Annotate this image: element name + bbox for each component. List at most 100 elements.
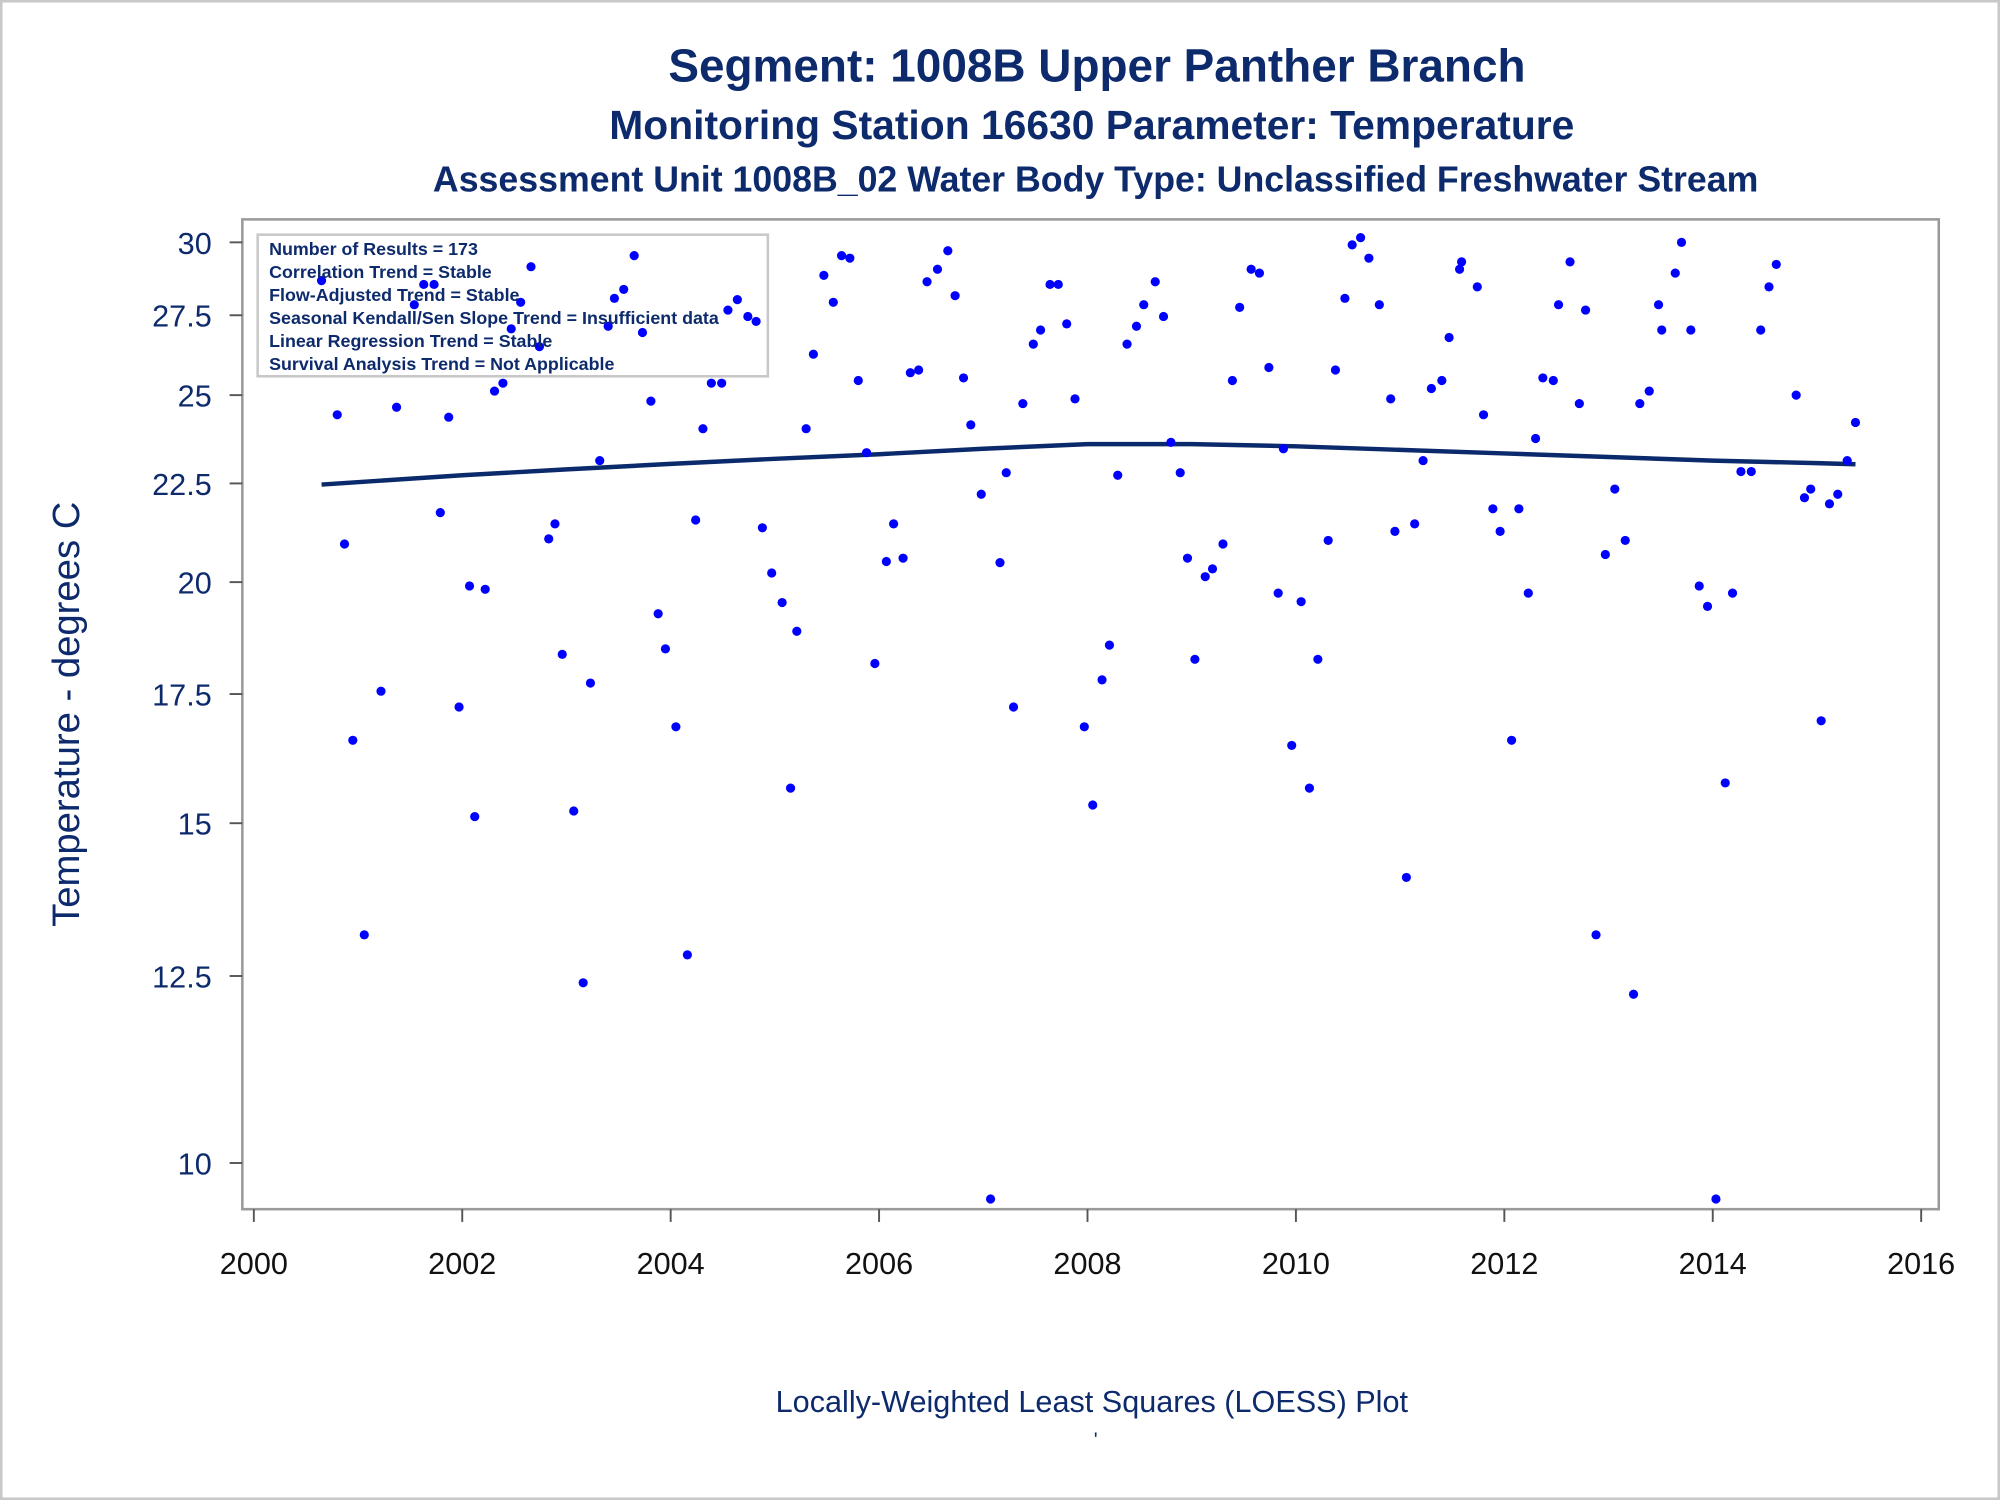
data-point xyxy=(1175,468,1185,478)
y-tick-label: 20 xyxy=(178,567,212,601)
x-tick-label: 2004 xyxy=(637,1247,705,1281)
data-point xyxy=(1062,319,1072,329)
data-point xyxy=(1254,268,1265,278)
data-point xyxy=(777,597,787,608)
legend-line: Linear Regression Trend = Stable xyxy=(269,331,552,351)
data-point xyxy=(691,515,701,525)
data-point xyxy=(480,584,490,594)
data-point xyxy=(1454,264,1465,274)
data-point xyxy=(359,930,369,940)
data-point xyxy=(943,246,953,256)
data-point xyxy=(767,568,777,578)
data-point xyxy=(870,658,880,669)
data-point xyxy=(932,264,943,274)
data-point xyxy=(489,386,500,396)
data-point xyxy=(1736,466,1746,477)
data-point xyxy=(1711,1194,1721,1204)
data-point xyxy=(1410,519,1420,529)
data-point xyxy=(1287,740,1297,751)
data-point xyxy=(976,489,986,499)
data-point xyxy=(534,342,545,352)
data-point xyxy=(757,523,767,533)
data-point xyxy=(905,368,915,378)
data-point xyxy=(1580,305,1591,315)
data-point xyxy=(1799,493,1810,503)
data-point xyxy=(1386,394,1396,404)
data-point xyxy=(1495,526,1505,536)
data-point xyxy=(914,365,924,375)
data-point xyxy=(1278,444,1289,454)
data-point xyxy=(732,295,742,305)
legend-box xyxy=(256,233,770,378)
data-point xyxy=(1756,325,1766,335)
data-point xyxy=(464,581,475,591)
data-point xyxy=(1313,654,1323,664)
data-point xyxy=(1764,282,1774,292)
data-point xyxy=(1457,257,1467,267)
data-point xyxy=(569,806,579,816)
data-point xyxy=(1104,640,1115,650)
data-point xyxy=(1635,398,1645,409)
x-tick-label: 2000 xyxy=(220,1247,288,1281)
y-tick-label: 27.5 xyxy=(152,300,212,334)
data-point xyxy=(332,410,342,420)
data-point xyxy=(1304,783,1315,793)
data-point xyxy=(1610,484,1620,494)
data-point xyxy=(1182,553,1193,563)
legend-line: Number of Results = 173 xyxy=(269,239,478,259)
data-point xyxy=(1628,989,1639,999)
data-point xyxy=(1113,470,1123,480)
data-point xyxy=(706,378,716,388)
data-point xyxy=(881,556,891,567)
data-point xyxy=(1657,325,1667,335)
data-point xyxy=(1565,257,1575,267)
data-point xyxy=(1806,484,1816,494)
data-point xyxy=(1390,526,1400,536)
data-point xyxy=(498,378,508,388)
data-point xyxy=(629,251,639,261)
data-point xyxy=(950,291,960,301)
data-point xyxy=(1053,279,1063,290)
chart-title: Segment: 1008B Upper Panther Branch xyxy=(668,40,1525,92)
loess-series xyxy=(321,441,1856,487)
data-point xyxy=(1824,499,1835,509)
data-point xyxy=(1008,702,1019,712)
data-point xyxy=(1833,489,1843,499)
y-axis-label: Temperature - degrees C xyxy=(45,502,88,927)
loess-line xyxy=(321,441,1856,487)
data-point xyxy=(1028,339,1038,349)
x-tick-label: 2012 xyxy=(1470,1247,1538,1281)
data-point xyxy=(1227,375,1237,386)
data-point xyxy=(1158,311,1169,322)
data-point xyxy=(1364,253,1374,263)
data-point xyxy=(578,978,588,988)
data-point xyxy=(1686,325,1696,335)
data-point xyxy=(1530,433,1541,444)
data-point xyxy=(828,297,838,307)
data-point xyxy=(808,349,818,359)
data-point xyxy=(995,558,1005,568)
data-point xyxy=(1035,325,1046,335)
data-point xyxy=(653,609,663,619)
data-point xyxy=(550,519,560,529)
x-axis: 2000 2002 2004 2006 2008 2010 2012 2014 2016 xyxy=(220,1209,1955,1281)
data-point xyxy=(1514,504,1524,514)
data-point xyxy=(391,402,402,412)
data-point xyxy=(609,293,620,303)
data-point xyxy=(1553,300,1564,310)
footnote-mark: ' xyxy=(1094,1429,1098,1451)
data-point xyxy=(1264,362,1274,373)
data-point xyxy=(348,735,358,745)
data-point xyxy=(595,455,605,466)
data-point xyxy=(1235,302,1245,312)
data-point xyxy=(1166,437,1176,447)
data-point xyxy=(1676,237,1687,247)
x-tick-label: 2014 xyxy=(1679,1247,1747,1281)
data-point xyxy=(637,327,648,338)
data-point xyxy=(419,279,429,290)
data-point xyxy=(1426,383,1436,394)
data-point xyxy=(898,553,908,563)
scatter-series xyxy=(316,233,1861,1204)
data-point xyxy=(1620,535,1630,546)
